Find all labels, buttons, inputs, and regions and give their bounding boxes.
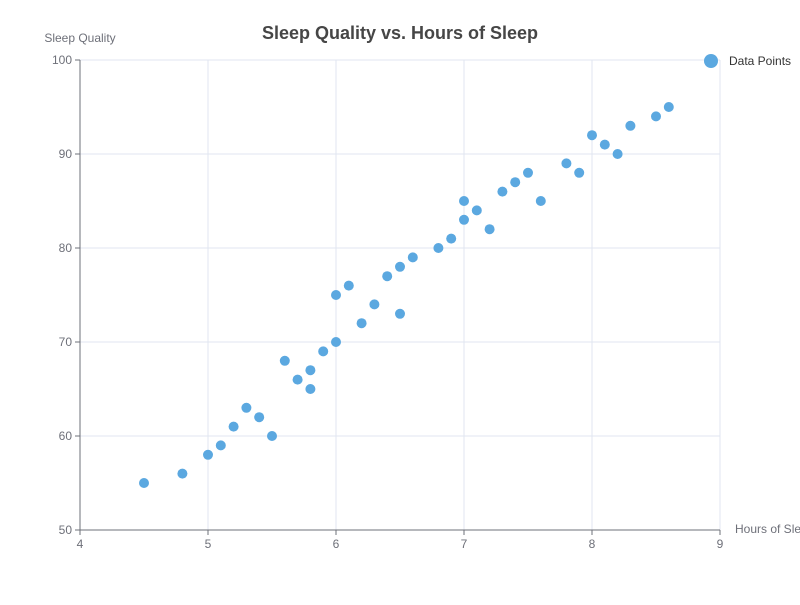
data-point[interactable]	[535, 196, 546, 206]
data-point[interactable]	[331, 337, 341, 347]
y-tick-label: 60	[59, 429, 73, 443]
data-point[interactable]	[343, 280, 354, 291]
data-point[interactable]	[305, 365, 316, 376]
data-point[interactable]	[651, 111, 661, 122]
axes: 4 5 6 7 8 9 50 60 70 80 90 100	[52, 53, 724, 551]
data-point[interactable]	[395, 261, 405, 272]
y-tick-label: 80	[59, 241, 73, 255]
data-point[interactable]	[203, 449, 213, 460]
data-point[interactable]	[215, 440, 226, 451]
data-point[interactable]	[433, 243, 444, 253]
data-point[interactable]	[459, 214, 469, 225]
data-point[interactable]	[331, 290, 341, 300]
y-tick-label: 100	[52, 53, 72, 67]
data-point[interactable]	[510, 177, 521, 188]
data-point[interactable]	[177, 468, 188, 479]
legend[interactable]: Data Points	[704, 54, 791, 68]
x-tick-label: 8	[589, 537, 596, 551]
data-point[interactable]	[587, 130, 597, 141]
x-tick-label: 5	[205, 537, 212, 551]
data-point[interactable]	[484, 224, 495, 235]
x-tick-label: 6	[333, 537, 340, 551]
data-point[interactable]	[292, 374, 303, 385]
data-point[interactable]	[574, 167, 585, 178]
data-point[interactable]	[407, 252, 418, 263]
data-point[interactable]	[279, 355, 290, 366]
data-point[interactable]	[305, 384, 316, 394]
data-point[interactable]	[228, 421, 239, 432]
legend-marker	[704, 54, 718, 68]
data-point[interactable]	[599, 139, 610, 150]
data-point[interactable]	[139, 478, 149, 488]
grid-lines	[80, 59, 721, 530]
data-point[interactable]	[523, 167, 533, 178]
data-point[interactable]	[356, 318, 367, 329]
data-points	[139, 102, 674, 488]
data-point[interactable]	[318, 346, 329, 357]
x-tick-label: 9	[717, 537, 724, 551]
data-point[interactable]	[241, 402, 252, 413]
data-point[interactable]	[446, 233, 457, 244]
data-point[interactable]	[369, 299, 380, 310]
x-tick-label: 7	[461, 537, 468, 551]
data-point[interactable]	[267, 431, 277, 441]
data-point[interactable]	[254, 412, 265, 423]
data-point[interactable]	[395, 308, 405, 319]
data-point[interactable]	[459, 196, 469, 206]
data-point[interactable]	[382, 271, 393, 282]
data-point[interactable]	[471, 205, 482, 216]
y-tick-label: 50	[59, 523, 73, 537]
data-point[interactable]	[612, 149, 623, 159]
y-tick-label: 70	[59, 335, 73, 349]
data-point[interactable]	[497, 186, 508, 197]
data-point[interactable]	[561, 158, 572, 169]
x-axis-label: Hours of Sleep	[735, 522, 800, 536]
chart-title: Sleep Quality vs. Hours of Sleep	[262, 23, 538, 43]
x-tick-label: 4	[77, 537, 84, 551]
y-tick-label: 90	[59, 147, 73, 161]
y-axis-label: Sleep Quality	[44, 31, 115, 45]
data-point[interactable]	[625, 120, 636, 131]
legend-label: Data Points	[729, 54, 791, 68]
data-point[interactable]	[663, 102, 674, 112]
